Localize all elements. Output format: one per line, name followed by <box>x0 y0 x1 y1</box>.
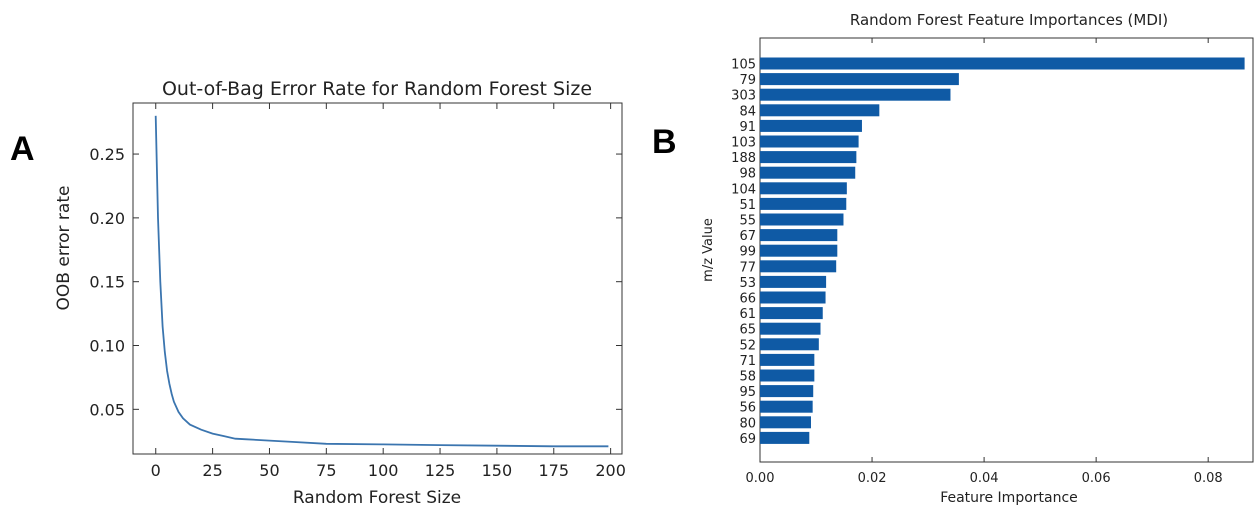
bar-mz-66 <box>760 291 826 304</box>
y-tick-label: 56 <box>739 401 756 416</box>
y-tick-label: 0.25 <box>89 145 125 164</box>
y-tick-label: 79 <box>739 73 756 88</box>
y-tick-label: 104 <box>731 182 756 197</box>
y-tick-label: 188 <box>731 151 756 166</box>
x-tick-label: 0.00 <box>746 471 775 486</box>
chart-title: Out-of-Bag Error Rate for Random Forest … <box>162 78 592 100</box>
bar-mz-188 <box>760 151 857 164</box>
bar-mz-99 <box>760 244 838 257</box>
bar-mz-98 <box>760 166 856 179</box>
x-axis-label: Feature Importance <box>940 490 1078 506</box>
bar-mz-95 <box>760 385 814 398</box>
x-tick-label: 150 <box>482 461 513 480</box>
bar-mz-80 <box>760 416 811 429</box>
bar-mz-105 <box>760 57 1245 70</box>
x-tick-label: 0.08 <box>1194 471 1223 486</box>
y-tick-label: 55 <box>739 214 756 229</box>
y-tick-label: 105 <box>731 58 756 73</box>
bar-mz-71 <box>760 353 815 366</box>
y-tick-label: 0.15 <box>89 273 125 292</box>
y-tick-label: 66 <box>739 292 756 307</box>
y-tick-label: 99 <box>739 245 756 260</box>
y-tick-label: 98 <box>739 167 756 182</box>
x-tick-label: 50 <box>259 461 279 480</box>
y-tick-label: 65 <box>739 323 756 338</box>
bar-mz-56 <box>760 400 813 413</box>
y-tick-label: 0.05 <box>89 400 125 419</box>
plot-frame <box>132 102 623 455</box>
chart-title: Random Forest Feature Importances (MDI) <box>850 11 1168 29</box>
bar-mz-58 <box>760 369 815 382</box>
y-tick-label: 77 <box>739 260 756 275</box>
x-tick-label: 100 <box>368 461 399 480</box>
y-tick-label: 0.10 <box>89 337 125 356</box>
bar-mz-103 <box>760 135 859 148</box>
y-tick-label: 103 <box>731 136 756 151</box>
bar-mz-61 <box>760 307 823 320</box>
bar-mz-67 <box>760 229 838 242</box>
bar-mz-65 <box>760 322 821 335</box>
y-tick-label: 80 <box>739 416 756 431</box>
x-tick-label: 200 <box>595 461 626 480</box>
x-axis-label: Random Forest Size <box>293 488 461 506</box>
y-axis-label: OOB error rate <box>54 186 74 311</box>
y-tick-label: 51 <box>739 198 756 213</box>
panel-label-b: B <box>652 123 677 161</box>
y-tick-label: 91 <box>739 120 756 135</box>
y-tick-label: 69 <box>739 432 756 447</box>
x-tick-label: 75 <box>316 461 336 480</box>
y-axis-label: m/z Value <box>701 218 716 282</box>
x-tick-label: 0.02 <box>858 471 887 486</box>
bar-mz-91 <box>760 119 862 132</box>
oob-error-chart: Out-of-Bag Error Rate for Random Forest … <box>54 78 626 506</box>
bar-mz-52 <box>760 338 819 351</box>
y-tick-label: 52 <box>739 338 756 353</box>
x-tick-label: 125 <box>425 461 456 480</box>
bar-mz-79 <box>760 73 959 86</box>
x-tick-label: 175 <box>538 461 569 480</box>
bar-mz-303 <box>760 88 951 101</box>
x-tick-label: 0.06 <box>1082 471 1111 486</box>
y-tick-label: 61 <box>739 307 756 322</box>
y-tick-label: 58 <box>739 370 756 385</box>
x-tick-label: 0.04 <box>970 471 999 486</box>
y-tick-label: 0.20 <box>89 209 125 228</box>
y-tick-label: 95 <box>739 385 756 400</box>
y-tick-label: 67 <box>739 229 756 244</box>
y-tick-label: 71 <box>739 354 756 369</box>
x-tick-label: 25 <box>202 461 222 480</box>
bar-mz-69 <box>760 431 810 444</box>
oob-error-line <box>154 115 609 448</box>
bar-mz-104 <box>760 182 847 195</box>
bar-mz-77 <box>760 260 837 273</box>
x-tick-label: 0 <box>151 461 161 480</box>
y-tick-label: 303 <box>731 89 756 104</box>
bar-mz-51 <box>760 197 847 210</box>
bar-mz-55 <box>760 213 844 226</box>
bar-mz-84 <box>760 104 880 117</box>
bar-mz-53 <box>760 275 827 288</box>
y-tick-label: 53 <box>739 276 756 291</box>
y-tick-label: 84 <box>739 104 756 119</box>
panel-label-a: A <box>10 130 35 168</box>
